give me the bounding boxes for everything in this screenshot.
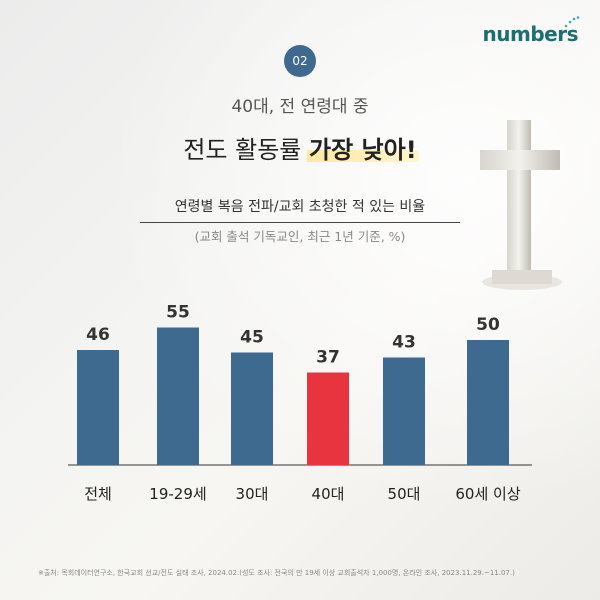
bar-0 [77,350,119,465]
bar-value-label: 37 [316,348,340,368]
bar-1 [157,327,199,465]
bar-value-label: 55 [166,303,190,323]
bar-5 [467,340,509,465]
bar-value-label: 45 [240,328,264,348]
page-title: 전도 활동률 가장 낮아! [0,130,600,165]
cross-icon [480,120,562,290]
source-note: ※출처: 목회데이터연구소, 한국교회 선교/전도 실태 조사, 2024.02… [38,569,515,577]
bar-value-label: 46 [86,325,110,345]
bar-value-label: 50 [476,315,500,335]
category-label: 19-29세 [149,485,206,503]
logo-dots-icon [564,16,580,28]
chart-title: 연령별 복음 전파/교회 초청한 적 있는 비율 [140,196,460,223]
brand-logo: numbers [482,22,579,46]
title-highlight: 가장 낮아! [309,136,417,164]
bar-2 [231,352,273,465]
bar-value-label: 43 [392,333,416,353]
chart-note: (교회 출석 기독교인, 최근 1년 기준, %) [194,229,406,244]
category-label: 40대 [312,485,345,503]
category-label: 전체 [84,485,112,503]
section-number-badge: 02 [284,45,316,77]
category-label: 60세 이상 [455,485,520,503]
category-label: 30대 [236,485,269,503]
category-label: 50대 [388,485,421,503]
page-subtitle: 40대, 전 연령대 중 [231,97,369,117]
title-text: 전도 활동률 [183,136,310,164]
bar-4 [383,357,425,465]
bar-3 [307,372,349,465]
